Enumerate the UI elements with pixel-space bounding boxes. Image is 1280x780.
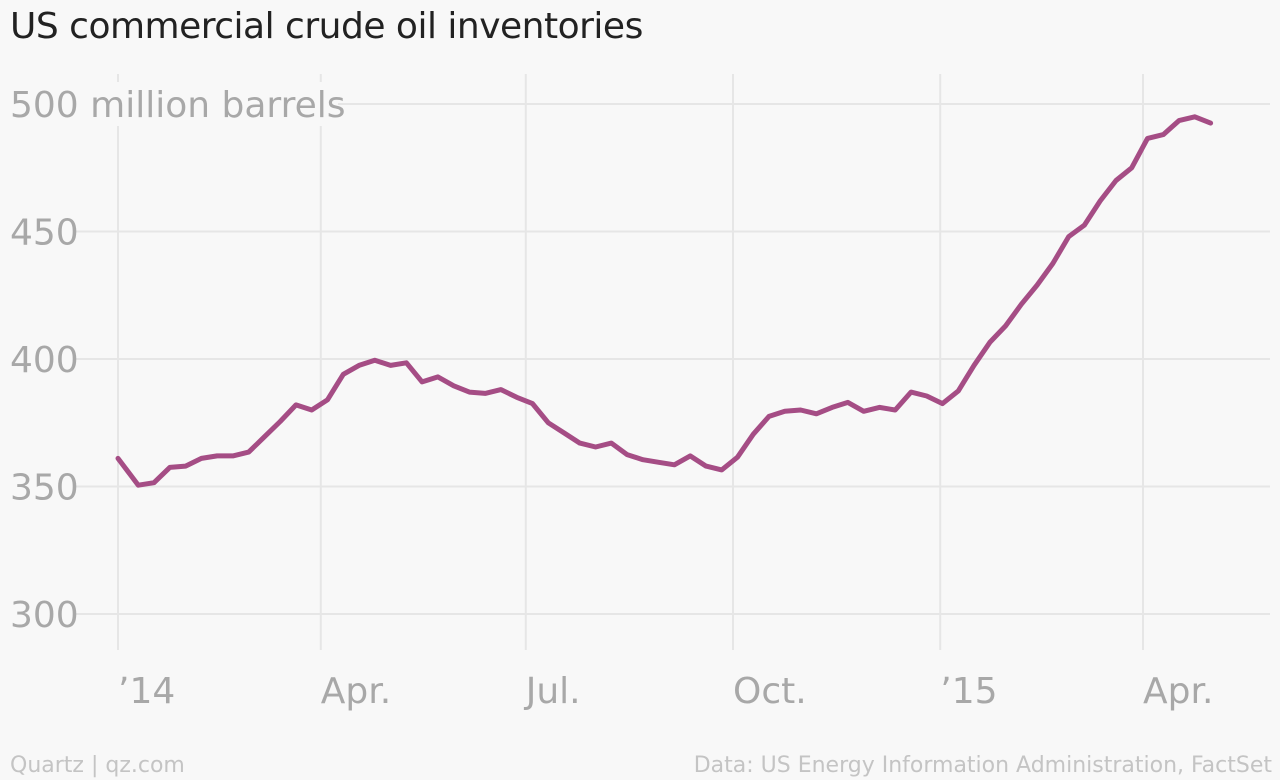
y-tick-label-bg (6, 592, 74, 636)
x-tick-label: Oct. (733, 671, 807, 712)
series-line (115, 114, 1214, 488)
source-credit: Quartz | qz.com (10, 753, 185, 778)
y-tick-label-top: 500 million barrels (10, 85, 346, 126)
y-tick-label: 300 (10, 595, 79, 636)
y-tick-label: 450 (10, 213, 79, 254)
y-axis-tick-labels: 300 350 400 450 500 million barrels (6, 82, 346, 636)
y-tick-label-bg (6, 209, 74, 254)
grid-lines (10, 74, 1270, 650)
x-tick-label: Jul. (524, 671, 581, 712)
x-tick-label: ’15 (940, 671, 997, 712)
x-tick-label: Apr. (321, 671, 391, 712)
y-tick-label-bg (6, 82, 338, 126)
y-tick-label-bg (6, 337, 74, 381)
y-tick-label: 400 (10, 340, 79, 381)
data-source: Data: US Energy Information Administrati… (693, 753, 1272, 778)
y-tick-label: 350 (10, 468, 79, 509)
x-tick-label: ’14 (118, 671, 175, 712)
y-tick-label-bg (6, 464, 74, 509)
x-tick-label: Apr. (1143, 671, 1213, 712)
series-layer (115, 114, 1214, 488)
chart-title: US commercial crude oil inventories (10, 6, 643, 47)
x-axis-tick-labels: ’14 Apr. Jul. Oct. ’15 Apr. (118, 671, 1213, 712)
